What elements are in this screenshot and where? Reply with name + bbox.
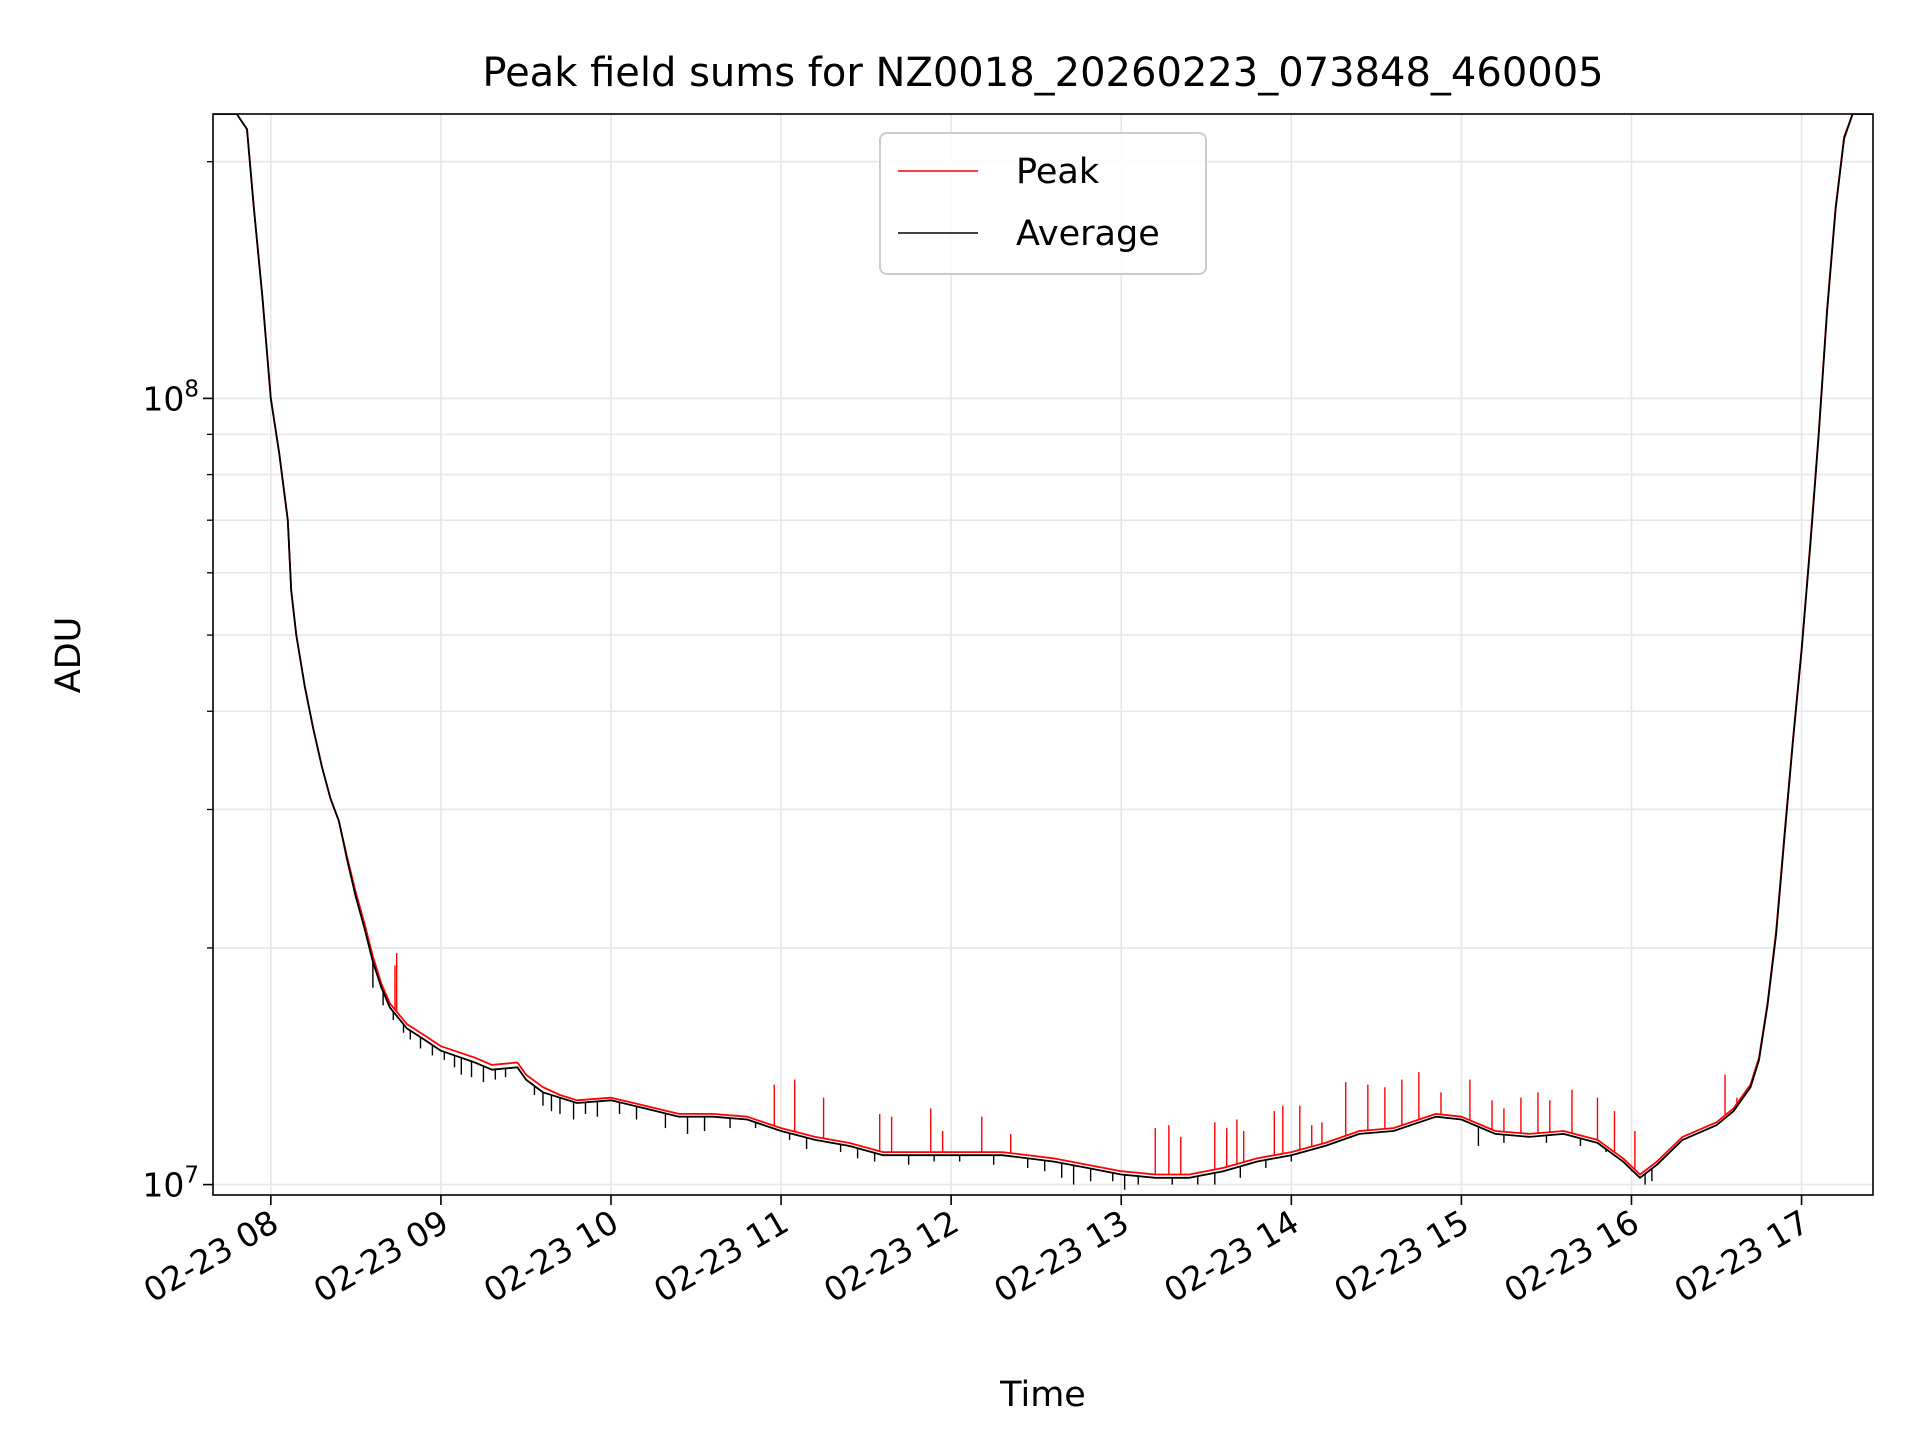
legend-box [879, 132, 1207, 275]
y-tick-label: 108 [142, 376, 199, 418]
plot-frame [212, 113, 1874, 1196]
y-axis-label: ADU [49, 617, 89, 694]
legend-label-peak: Peak [1016, 152, 1100, 192]
legend: Peak Average [879, 132, 1207, 275]
legend-label-average: Average [1016, 214, 1160, 254]
series-layer [213, 114, 1873, 1190]
x-axis-label: Time [999, 1375, 1086, 1415]
series-average-line [213, 114, 1873, 1179]
series-group [213, 114, 1873, 1190]
chart-title: Peak field sums for NZ0018_20260223_0738… [482, 50, 1603, 96]
y-tick-label: 107 [142, 1163, 199, 1205]
